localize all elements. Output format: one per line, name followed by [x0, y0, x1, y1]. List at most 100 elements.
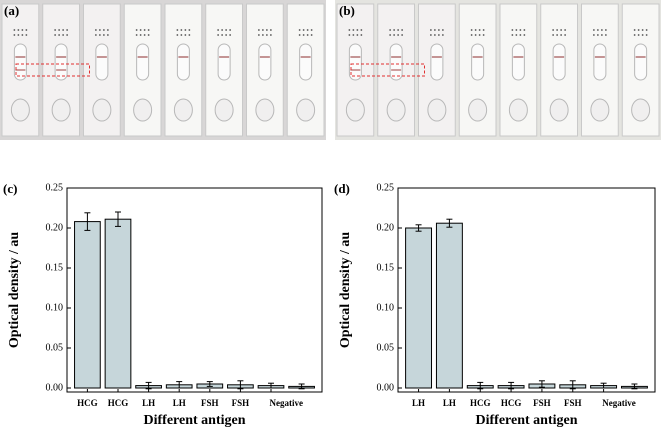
error-bar: [538, 380, 545, 388]
strip-dot: [429, 34, 432, 36]
strip-dot: [645, 29, 648, 31]
panel-label: (b): [339, 3, 355, 18]
sample-well: [51, 98, 71, 122]
strip-dot: [433, 29, 436, 31]
strip-dot: [217, 29, 220, 31]
result-window: [299, 43, 313, 81]
strip-dot: [310, 34, 313, 36]
result-window: [430, 43, 444, 81]
y-tick-label: 0.20: [46, 222, 64, 233]
x-tick-label: Negative: [602, 398, 636, 408]
x-axis-label: Different antigen: [144, 413, 246, 428]
plot-frame: [66, 187, 323, 393]
strip-dot: [552, 34, 555, 36]
strip-dot: [401, 34, 404, 36]
strip-dot: [474, 29, 477, 31]
result-window: [95, 43, 109, 81]
strip-dot: [641, 34, 644, 36]
result-window: [511, 43, 525, 81]
sample-well: [296, 98, 316, 122]
strip-dot: [58, 29, 61, 31]
strip-dot: [102, 34, 105, 36]
strip-dot: [54, 34, 57, 36]
strip-dot: [66, 34, 69, 36]
error-bar: [477, 381, 484, 390]
strip-dot: [261, 29, 264, 31]
sample-well: [549, 98, 569, 122]
strip-dot: [225, 34, 228, 36]
strip-dot: [261, 34, 264, 36]
strip-dot: [397, 29, 400, 31]
strip-dot: [62, 29, 65, 31]
strip-dot: [139, 29, 142, 31]
sample-well: [386, 98, 406, 122]
sample-well: [10, 98, 30, 122]
x-tick-label: LH: [412, 398, 425, 408]
strip-dot: [360, 29, 363, 31]
bar: [405, 227, 433, 389]
strip-dot: [389, 29, 392, 31]
sample-well: [590, 98, 610, 122]
sample-well: [214, 98, 234, 122]
strip-dot: [641, 29, 644, 31]
strip-dot: [298, 34, 301, 36]
x-tick-label: FSH: [533, 398, 551, 408]
strip-dot: [306, 29, 309, 31]
strip-dot: [552, 29, 555, 31]
sample-well: [508, 98, 528, 122]
y-tick-label: 0.15: [377, 262, 395, 273]
strip-dot: [176, 29, 179, 31]
panel-label: (d): [334, 181, 350, 196]
x-axis-label: Different antigen: [476, 413, 578, 428]
strip-dot: [180, 34, 183, 36]
y-tick-label: 0.00: [46, 382, 64, 393]
strip-dot: [478, 29, 481, 31]
strip-dot: [356, 34, 359, 36]
strip-dot: [229, 34, 232, 36]
strip-dot: [604, 34, 607, 36]
error-bar: [631, 383, 638, 390]
strip-dot: [21, 34, 24, 36]
panel-label: (c): [3, 181, 17, 196]
strip-dot: [180, 29, 183, 31]
strip-dot: [269, 29, 272, 31]
y-tick-label: 0.05: [46, 342, 64, 353]
error-bar: [206, 381, 213, 387]
y-tick-label: 0.20: [377, 222, 395, 233]
strip-dot: [302, 34, 305, 36]
strip-dot: [441, 29, 444, 31]
result-window: [389, 43, 403, 81]
strip-dot: [21, 29, 24, 31]
error-bar: [569, 380, 576, 390]
strip-dot: [265, 34, 268, 36]
error-bar: [84, 212, 91, 231]
strip-dot: [310, 29, 313, 31]
strip-dot: [560, 29, 563, 31]
strip-dot: [633, 29, 636, 31]
highlight-box: [15, 63, 90, 77]
y-tick-label: 0.10: [46, 302, 64, 313]
sample-well: [133, 98, 153, 122]
strip-dot: [352, 34, 355, 36]
error-bar: [237, 380, 244, 390]
y-tick-label: 0.25: [46, 182, 64, 193]
x-tick-label: FSH: [232, 398, 250, 408]
x-tick-label: HCG: [501, 398, 522, 408]
strip-dot: [393, 34, 396, 36]
strip-dot: [604, 29, 607, 31]
strip-dot: [437, 29, 440, 31]
strip-dot: [184, 29, 187, 31]
result-window: [54, 43, 68, 81]
error-bar: [115, 211, 121, 227]
bar: [435, 222, 463, 389]
y-tick-label: 0.00: [377, 382, 395, 393]
sample-well: [255, 98, 275, 122]
strip-dot: [176, 34, 179, 36]
y-axis-label: Optical density / au: [7, 232, 22, 349]
error-bar: [268, 382, 274, 389]
strip-dot: [17, 29, 20, 31]
strip-dot: [437, 34, 440, 36]
strip-dot: [147, 29, 150, 31]
strip-dot: [482, 29, 485, 31]
